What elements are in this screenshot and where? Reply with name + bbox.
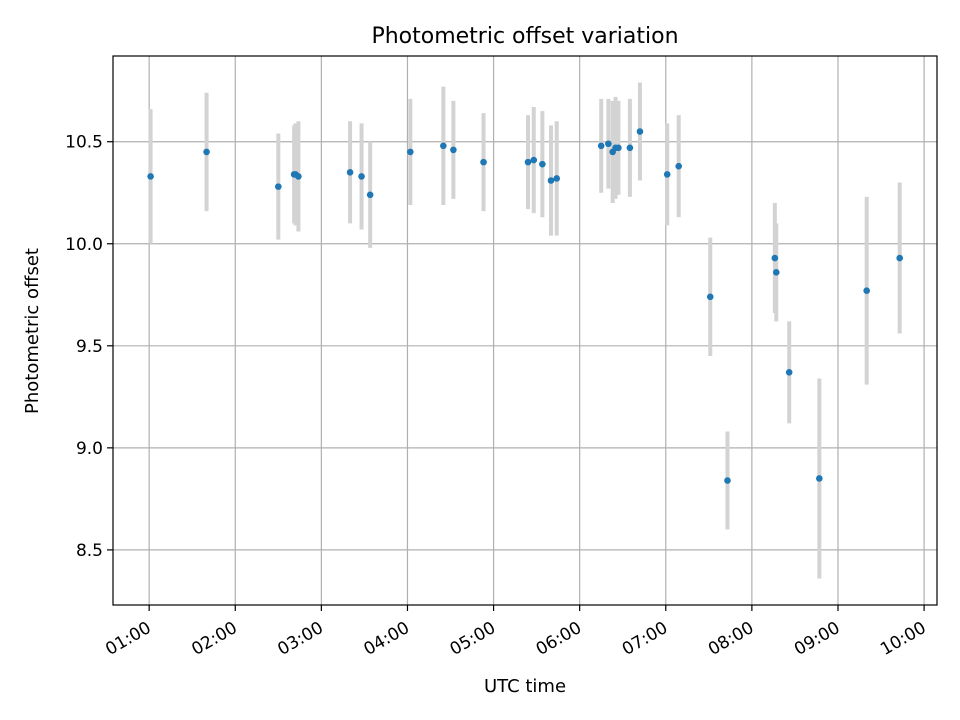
data-point [539, 160, 546, 168]
y-tick-label: 10.5 [65, 133, 103, 153]
data-point [407, 148, 414, 156]
plot-frame [112, 55, 938, 606]
data-point [366, 191, 374, 199]
y-axis-label: Photometric offset [22, 248, 43, 414]
data-point [480, 158, 487, 166]
data-point [524, 158, 532, 166]
data-point [553, 175, 561, 182]
data-point [147, 173, 154, 180]
data-point [863, 287, 870, 295]
data-point [547, 177, 555, 184]
data-point [440, 142, 447, 150]
y-tick-label: 8.5 [76, 541, 103, 561]
data-point [597, 142, 605, 150]
data-point [724, 477, 731, 484]
data-point [675, 162, 682, 170]
data-point [203, 148, 210, 156]
data-point [636, 128, 644, 135]
grid [113, 56, 937, 605]
data-point [816, 475, 823, 482]
data-point [663, 171, 671, 178]
data-point [771, 254, 779, 262]
data-point [346, 169, 354, 176]
data-point [530, 156, 538, 164]
data-point [772, 269, 780, 276]
data-points [147, 128, 903, 484]
data-point [615, 144, 622, 152]
data-point [275, 183, 282, 190]
chart-title: Photometric offset variation [371, 24, 678, 49]
data-point [626, 144, 634, 152]
data-point [785, 369, 793, 376]
y-tick-label: 10.0 [65, 235, 103, 255]
y-axis-ticks: 8.5 9.0 9.5 10.0 10.5 [65, 133, 113, 561]
data-point [706, 293, 714, 301]
data-point [896, 254, 903, 262]
data-point [295, 173, 302, 180]
y-tick-label: 9.0 [76, 439, 103, 459]
data-point [358, 173, 365, 180]
data-point [450, 146, 457, 154]
data-point [605, 140, 612, 148]
x-axis-label: UTC time [484, 676, 566, 697]
y-tick-label: 9.5 [76, 337, 103, 357]
